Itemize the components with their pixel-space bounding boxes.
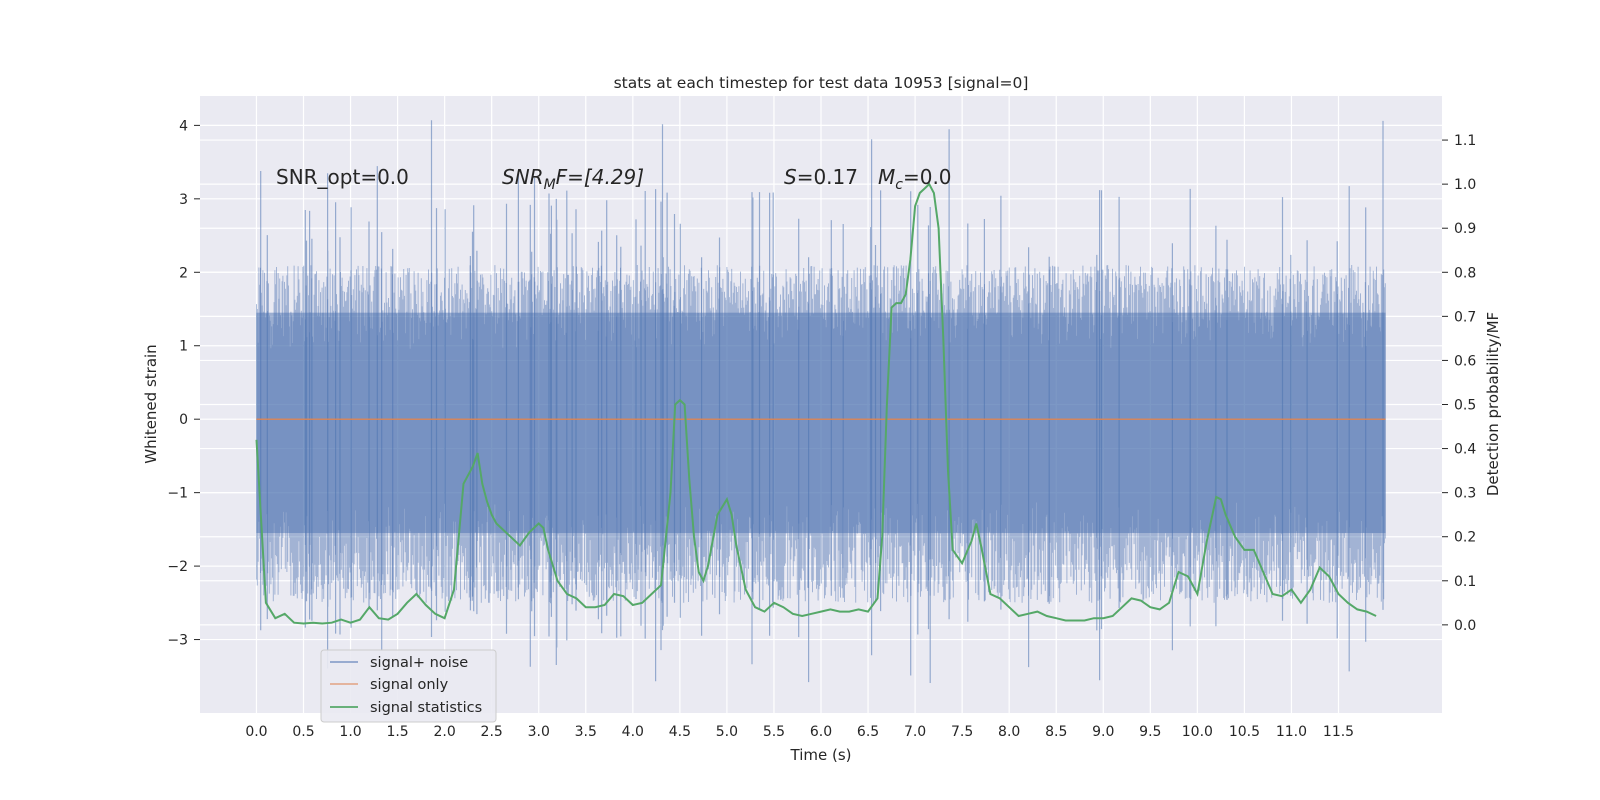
y-tick-label-right: 0.5	[1454, 398, 1476, 414]
x-tick-label: 7.0	[904, 724, 926, 740]
y-tick-label-left: 1	[179, 339, 188, 355]
x-tick-label: 0.0	[245, 724, 267, 740]
y-tick-label-right: 0.4	[1454, 442, 1476, 458]
signal-noise-series	[256, 120, 1386, 683]
y-tick-label-left: 0	[179, 412, 188, 428]
y-tick-label-right: 0.1	[1454, 574, 1476, 590]
x-tick-label: 10.0	[1182, 724, 1213, 740]
y-tick-label-right: 0.7	[1454, 309, 1476, 325]
annotation-snr-opt: SNR_opt=0.0	[276, 165, 409, 189]
legend-label-signal-only: signal only	[370, 677, 449, 693]
y-tick-label-right: 0.9	[1454, 221, 1476, 237]
x-tick-label: 5.0	[716, 724, 738, 740]
y-tick-label-right: 0.8	[1454, 265, 1476, 281]
annotation-mc: Mc=0.0	[878, 165, 952, 193]
x-tick-label: 1.5	[386, 724, 408, 740]
x-tick-label: 6.5	[857, 724, 879, 740]
chart-title: stats at each timestep for test data 109…	[614, 74, 1029, 92]
x-tick-label: 8.0	[998, 724, 1020, 740]
legend-label-signal-statistics: signal statistics	[370, 700, 482, 716]
signal-statistics-line	[255, 182, 1377, 625]
x-tick-label: 11.0	[1276, 724, 1307, 740]
legend-box	[320, 649, 497, 723]
signal-statistics-series	[255, 182, 1377, 625]
y-tick-label-right: 1.1	[1454, 133, 1476, 149]
y-tick-label-left: −1	[167, 486, 188, 502]
x-axis-title: Time (s)	[790, 746, 852, 764]
x-tick-label: 5.5	[763, 724, 785, 740]
x-tick-label: 2.0	[434, 724, 456, 740]
legend: signal+ noise signal only signal statist…	[320, 649, 497, 723]
y-tick-label-right: 0.3	[1454, 486, 1476, 502]
y-axis-title-left: Whitened strain	[142, 344, 160, 463]
y-tick-label-right: 0.6	[1454, 353, 1476, 369]
y-tick-label-right: 0.0	[1454, 618, 1476, 634]
legend-label-signal-noise: signal+ noise	[370, 655, 468, 671]
annotation-s: S=0.17	[784, 165, 858, 189]
x-tick-label: 11.5	[1323, 724, 1354, 740]
x-tick-label: 4.5	[669, 724, 691, 740]
annotation-snr-mf: SNRMF=[4.29]	[502, 165, 644, 193]
y-tick-label-left: 2	[179, 265, 188, 281]
y-tick-label-right: 1.0	[1454, 177, 1476, 193]
x-tick-label: 3.0	[528, 724, 550, 740]
x-tick-label: 9.5	[1139, 724, 1161, 740]
x-tick-label: 10.5	[1229, 724, 1260, 740]
y-tick-label-left: 4	[179, 118, 188, 134]
tick-labels: 0.0 0.5 1.0 1.5 2.0 2.5 3.0 3.5 4.0 4.5 5.0 5.5 6.0 6…	[167, 118, 1476, 740]
x-tick-label: 2.5	[481, 724, 503, 740]
y-axis-title-right: Detection probability/MF	[1484, 312, 1502, 496]
x-tick-label: 7.5	[951, 724, 973, 740]
x-tick-label: 1.0	[339, 724, 361, 740]
y-tick-label-right: 0.2	[1454, 530, 1476, 546]
y-tick-label-left: −2	[167, 559, 188, 575]
x-tick-label: 4.0	[622, 724, 644, 740]
x-tick-label: 8.5	[1045, 724, 1067, 740]
x-tick-label: 3.5	[575, 724, 597, 740]
y-tick-label-left: −3	[167, 633, 188, 649]
x-tick-label: 0.5	[292, 724, 314, 740]
x-tick-label: 9.0	[1092, 724, 1114, 740]
y-tick-label-left: 3	[179, 192, 188, 208]
x-tick-label: 6.0	[810, 724, 832, 740]
